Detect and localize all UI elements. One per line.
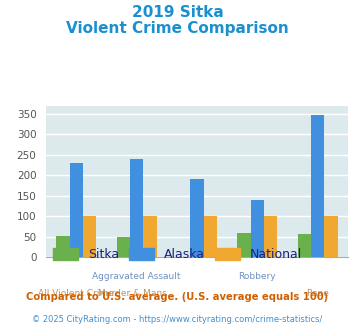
Text: All Violent Crime: All Violent Crime: [38, 289, 114, 298]
Bar: [324, 216, 338, 257]
Text: © 2025 CityRating.com - https://www.cityrating.com/crime-statistics/: © 2025 CityRating.com - https://www.city…: [32, 315, 323, 324]
Text: Compared to U.S. average. (U.S. average equals 100): Compared to U.S. average. (U.S. average …: [26, 292, 329, 302]
Bar: [70, 163, 83, 257]
Legend: Sitka, Alaska, National: Sitka, Alaska, National: [48, 243, 307, 266]
Bar: [264, 216, 277, 257]
Text: 2019 Sitka: 2019 Sitka: [132, 5, 223, 20]
Bar: [237, 233, 251, 257]
Bar: [130, 159, 143, 257]
Bar: [298, 234, 311, 257]
Bar: [56, 236, 70, 257]
Text: Violent Crime Comparison: Violent Crime Comparison: [66, 21, 289, 36]
Bar: [117, 237, 130, 257]
Text: Rape: Rape: [306, 289, 329, 298]
Bar: [204, 216, 217, 257]
Text: Robbery: Robbery: [239, 272, 276, 281]
Bar: [311, 115, 324, 257]
Text: Aggravated Assault: Aggravated Assault: [92, 272, 181, 281]
Text: Murder & Mans...: Murder & Mans...: [98, 289, 175, 298]
Bar: [83, 216, 96, 257]
Bar: [190, 180, 204, 257]
Bar: [143, 216, 157, 257]
Bar: [251, 200, 264, 257]
